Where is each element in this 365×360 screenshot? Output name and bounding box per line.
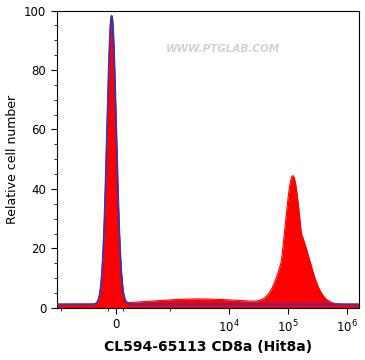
Y-axis label: Relative cell number: Relative cell number bbox=[5, 95, 19, 224]
X-axis label: CL594-65113 CD8a (Hit8a): CL594-65113 CD8a (Hit8a) bbox=[104, 341, 312, 355]
Text: WWW.PTGLAB.COM: WWW.PTGLAB.COM bbox=[166, 44, 280, 54]
